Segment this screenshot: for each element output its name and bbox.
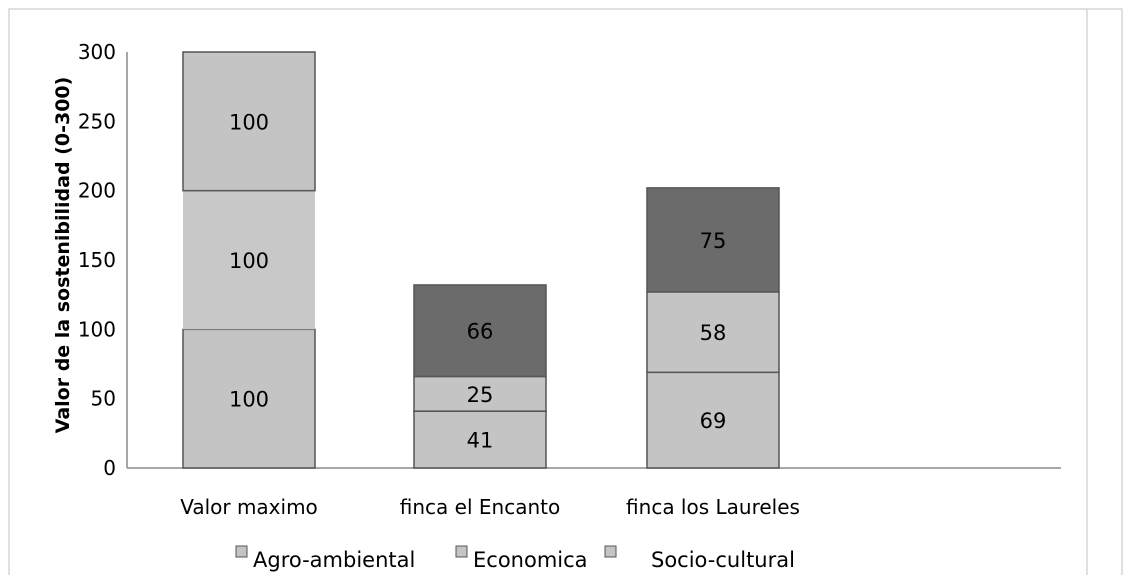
data-label-economica-1: 25 (467, 383, 494, 407)
y-tick-label-50: 50 (91, 387, 116, 411)
bar-socio-cultural-0 (182, 51, 316, 192)
bar-socio-cultural-2 (646, 187, 780, 293)
data-label-agro-ambiental-2: 69 (700, 409, 727, 433)
bar-agro-ambiental-0 (182, 328, 316, 469)
legend-label-economica: Economica (473, 548, 588, 572)
y-tick-label-0: 0 (103, 456, 116, 480)
category-labels: Valor maximo finca el Encanto finca los La… (180, 495, 800, 519)
y-tick-label-300: 300 (78, 40, 116, 64)
category-label-0: Valor maximo (180, 495, 318, 519)
legend: Agro-ambiental Economica Socio-cultural (235, 545, 795, 572)
category-label-1: finca el Encanto (400, 495, 560, 519)
bar-economica-0 (183, 190, 315, 330)
y-tick-labels: 0 50 100 150 200 250 300 (78, 40, 116, 480)
data-label-agro-ambiental-1: 41 (467, 429, 494, 453)
category-label-2: finca los Laureles (626, 495, 800, 519)
y-axis-label: Valor de la sostenibilidad (0-300) (52, 77, 74, 434)
legend-swatch-socio-cultural (604, 545, 617, 558)
data-label-socio-cultural-0: 100 (229, 110, 269, 134)
y-tick-label-250: 250 (78, 109, 116, 133)
data-label-economica-2: 58 (700, 321, 727, 345)
y-tick-label-150: 150 (78, 248, 116, 272)
bar-economica-2 (646, 291, 780, 374)
y-tick-label-200: 200 (78, 179, 116, 203)
chart-frame (8, 8, 1123, 579)
legend-label-socio-cultural: Socio-cultural (651, 548, 795, 572)
legend-label-agro-ambiental: Agro-ambiental (253, 548, 415, 572)
y-tick-label-100: 100 (78, 317, 116, 341)
bar-socio-cultural-1 (413, 284, 547, 378)
bar-agro-ambiental-2 (646, 371, 780, 469)
legend-swatch-agro-ambiental (235, 545, 248, 558)
data-label-economica-0: 100 (229, 249, 269, 273)
data-label-socio-cultural-2: 75 (700, 229, 727, 253)
data-label-agro-ambiental-0: 100 (229, 388, 269, 412)
bar-stacks (182, 51, 780, 469)
bar-agro-ambiental-1 (413, 410, 547, 469)
data-label-socio-cultural-1: 66 (467, 320, 494, 344)
data-labels: 100 100 100 41 25 66 69 58 75 (229, 110, 726, 452)
bar-economica-1 (413, 375, 547, 412)
legend-swatch-economica (455, 545, 468, 558)
